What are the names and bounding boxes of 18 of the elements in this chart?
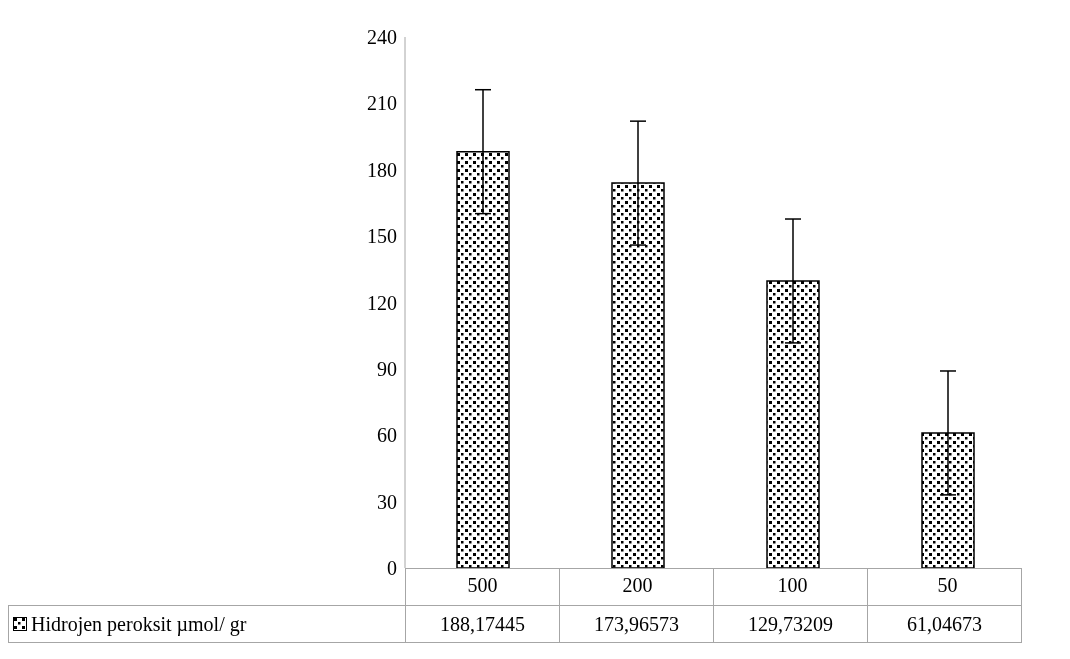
y-tick-label: 180 [367, 158, 397, 181]
y-tick-label: 30 [377, 490, 397, 513]
legend-label: Hidrojen peroksit µmol/ gr [31, 612, 247, 636]
data-label: 61,04673 [867, 605, 1022, 643]
y-tick-label: 240 [367, 26, 397, 49]
x-tick-label: 200 [622, 574, 653, 597]
x-tick-label: 500 [467, 574, 498, 597]
y-tick-label: 90 [377, 357, 397, 380]
y-tick-label: 0 [387, 557, 397, 580]
y-tick-label: 150 [367, 225, 397, 248]
x-tick-label: 50 [937, 574, 958, 597]
y-tick-label: 60 [377, 424, 397, 447]
x-tick-label: 100 [777, 574, 808, 597]
y-tick-label: 120 [367, 291, 397, 314]
y-tick-label: 210 [367, 92, 397, 115]
data-label: 129,73209 [713, 605, 868, 643]
data-label: 188,17445 [405, 605, 560, 643]
data-label: 173,96573 [559, 605, 714, 643]
